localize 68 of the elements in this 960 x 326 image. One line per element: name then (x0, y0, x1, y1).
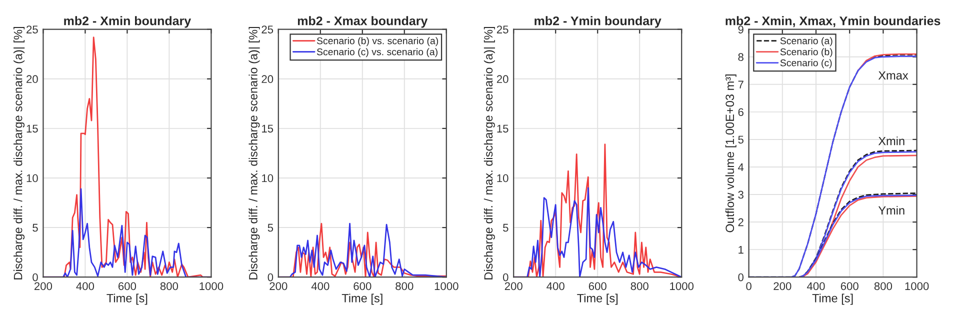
y-axis-title: Outflow volume [1.00E+03 m³] (725, 74, 736, 232)
y-axis-title: Discharge diff. / max. discharge scenario (a)| [%] (248, 26, 260, 280)
x-tick-label: 400 (311, 282, 330, 290)
x-tick-label: 200 (270, 282, 288, 290)
x-tick-label: 1000 (200, 282, 224, 290)
y-tick-label: 20 (496, 75, 508, 84)
y-tick-label: 15 (26, 124, 38, 133)
y-tick-label: 0 (32, 273, 38, 282)
y-tick-label: 5 (738, 136, 744, 144)
x-tick-label: 600 (354, 282, 372, 290)
x-axis-title: Time [s] (342, 294, 382, 305)
x-tick-label: 1000 (434, 282, 458, 290)
y-tick-label: 15 (497, 124, 508, 133)
y-tick-label: 3 (738, 190, 744, 199)
chart-title: mb2 - Ymin boundary (534, 16, 662, 28)
legend-label: Scenario (b) (780, 48, 832, 58)
y-tick-label: 25 (26, 26, 38, 34)
x-axis-title: Time [s] (106, 294, 148, 305)
y-tick-label: 15 (262, 124, 274, 133)
x-tick-label: 400 (546, 282, 564, 290)
y-tick-label: 5 (32, 224, 38, 232)
x-tick-label: 400 (806, 282, 825, 290)
y-tick-label: 0 (502, 273, 508, 282)
y-tick-label: 20 (262, 75, 274, 84)
legend-label: Scenario (c) vs. scenario (a) (316, 48, 438, 58)
x-tick-label: 1000 (670, 282, 694, 290)
annotation: Ymin (878, 206, 904, 214)
annotation: Xmin (878, 136, 904, 146)
y-tick-label: 9 (738, 26, 744, 34)
y-axis-title: Discharge diff. / max. discharge scenario (a)| [%] (484, 26, 495, 280)
y-tick-label: 0 (268, 273, 274, 282)
x-tick-label: 800 (160, 282, 178, 290)
legend-label: Scenario (a) (780, 37, 832, 46)
y-tick-label: 10 (497, 174, 508, 182)
y-tick-label: 20 (26, 75, 38, 84)
y-tick-label: 25 (262, 26, 274, 34)
x-tick-label: 1000 (905, 282, 929, 290)
annotation: Xmax (878, 71, 908, 80)
y-tick-label: 4 (738, 163, 744, 172)
y-tick-label: 10 (26, 174, 38, 182)
y-tick-label: 2 (738, 218, 744, 226)
x-tick-label: 200 (504, 282, 522, 290)
y-tick-label: 6 (738, 108, 744, 116)
y-tick-label: 8 (738, 53, 744, 62)
y-tick-label: 0 (738, 273, 744, 282)
chart-title: mb2 - Xmax boundary (298, 16, 428, 28)
y-tick-label: 25 (496, 26, 508, 34)
y-tick-label: 10 (262, 174, 274, 182)
x-tick-label: 600 (588, 282, 606, 290)
y-tick-label: 1 (738, 246, 744, 254)
x-tick-label: 800 (874, 282, 892, 290)
x-tick-label: 600 (118, 282, 136, 290)
y-tick-label: 5 (503, 224, 508, 232)
y-tick-label: 5 (268, 224, 274, 232)
x-tick-label: 200 (34, 282, 52, 290)
x-tick-label: 800 (630, 282, 648, 290)
x-axis-title: Time [s] (577, 294, 618, 305)
legend-label: Scenario (c) (780, 59, 832, 68)
chart-title: mb2 - Xmin boundary (64, 16, 192, 28)
y-tick-label: 7 (738, 80, 744, 88)
y-axis-title: Discharge diff. / max. discharge scenario (a)| [%] (14, 26, 25, 280)
x-axis-title: Time [s] (812, 294, 853, 305)
x-tick-label: 600 (840, 282, 858, 290)
x-tick-label: 0 (746, 282, 752, 290)
x-tick-label: 800 (396, 282, 414, 290)
x-tick-label: 200 (774, 282, 792, 290)
legend-label: Scenario (b) vs. scenario (a) (316, 37, 438, 46)
x-tick-label: 400 (76, 282, 94, 290)
